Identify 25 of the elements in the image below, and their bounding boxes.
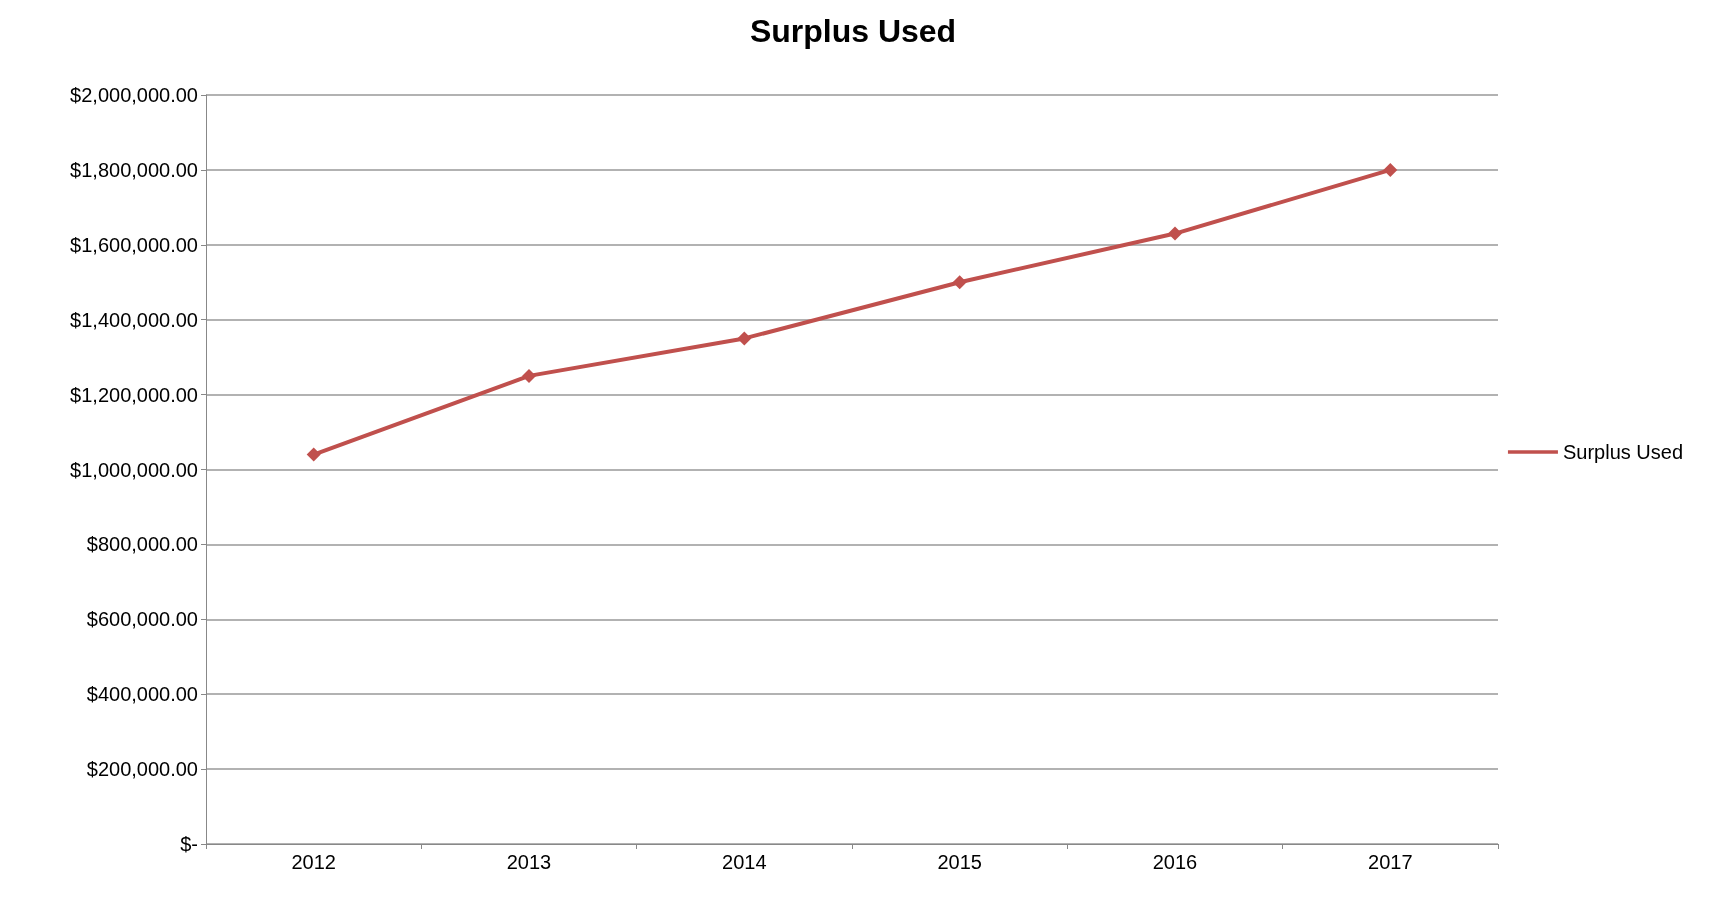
x-tick-label: 2015 [937,851,982,873]
y-tick-label: $1,600,000.00 [70,233,198,256]
x-tick-label: 2016 [1152,851,1198,873]
x-tick-label: 2012 [291,851,336,873]
x-tick-label: 2014 [722,851,767,873]
y-tick-label: $1,400,000.00 [70,308,198,331]
x-tick-label: 2017 [1368,851,1413,873]
y-tick-label: $1,800,000.00 [70,158,198,181]
point [306,447,321,462]
x-tick-label: 2013 [506,851,552,873]
y-tick-label: $800,000.00 [86,533,198,556]
y-tick-label: $2,000,000.00 [70,84,198,106]
y-tick-label: $1,200,000.00 [70,383,198,406]
point [1168,226,1182,241]
legend-label: Surplus Used [1562,441,1683,463]
chart-title: Surplus Used [749,13,957,49]
point [952,275,967,290]
y-tick-label: $600,000.00 [86,608,198,631]
y-tick-label: $1,000,000.00 [70,458,198,481]
point [522,368,536,383]
y-tick-label: $- [180,833,198,855]
point [1383,162,1398,177]
y-tick-label: $200,000.00 [86,758,198,781]
y-tick-label: $400,000.00 [86,683,198,706]
point [737,331,752,346]
